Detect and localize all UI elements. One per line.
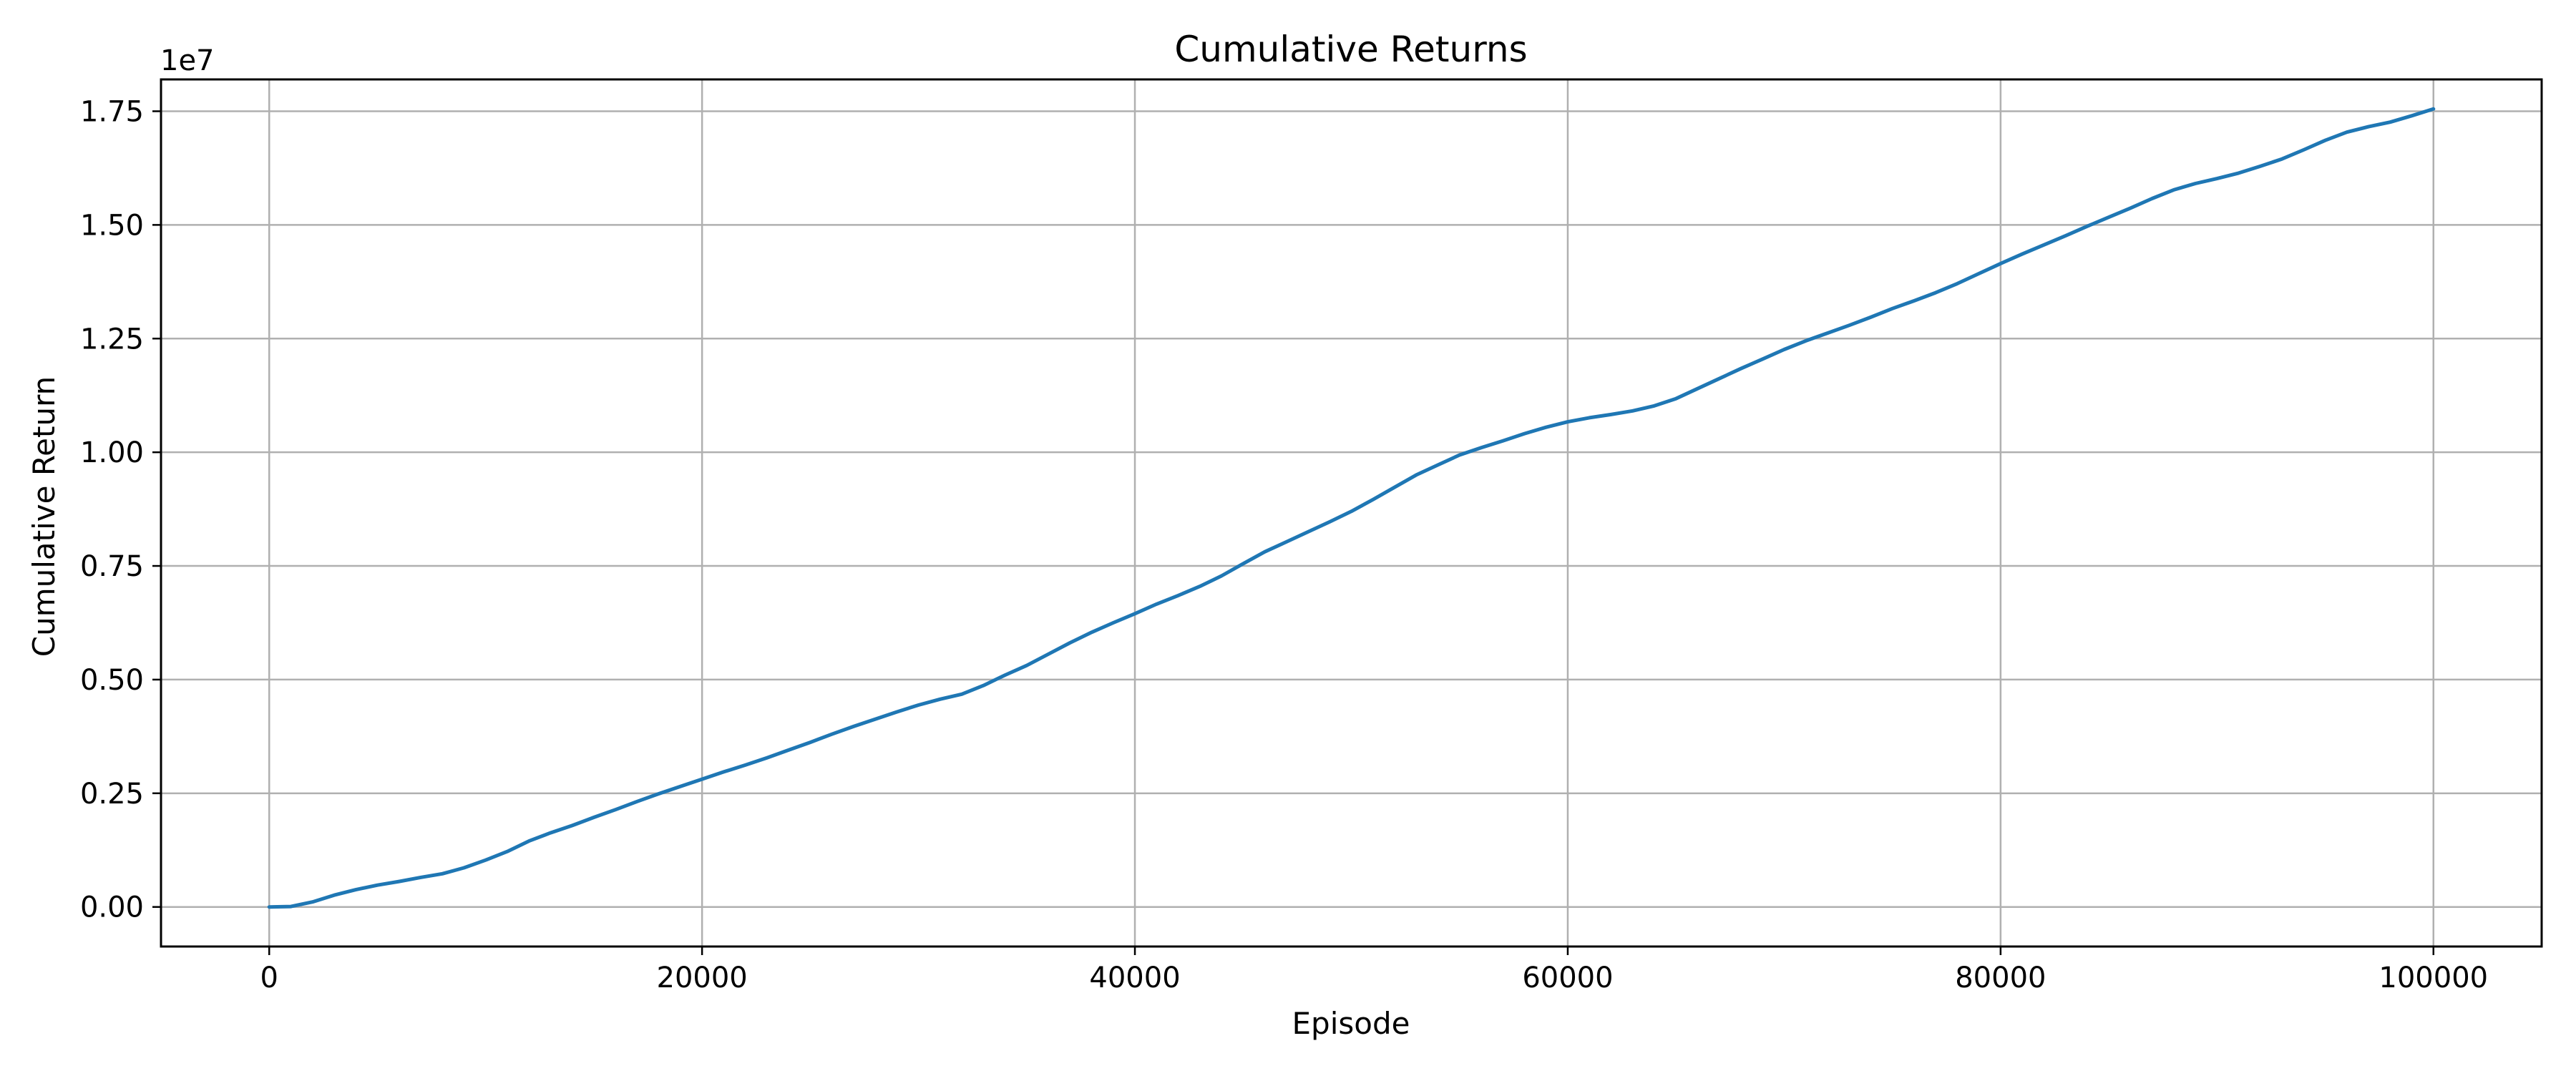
series-layer (267, 107, 2436, 909)
y-tick-label: 0.75 (80, 550, 144, 583)
x-axis-label: Episode (1292, 1006, 1410, 1041)
y-tick-label: 1.25 (80, 323, 144, 356)
plot-frame (160, 78, 2543, 948)
grid-lines (161, 79, 2542, 947)
x-tick-label: 40000 (1089, 962, 1180, 994)
x-tick-label: 80000 (1955, 962, 2046, 994)
series-line (267, 107, 2436, 909)
y-tick-label: 0.50 (80, 664, 144, 697)
x-tick-label: 20000 (657, 962, 748, 994)
y-tick-label: 1.50 (80, 209, 144, 242)
y-tick-label: 0.25 (80, 778, 144, 811)
y-axis-label: Cumulative Return (26, 376, 62, 657)
y-tick-label: 0.00 (80, 891, 144, 924)
x-tick-label: 0 (260, 962, 278, 994)
y-tick-label: 1.00 (80, 436, 144, 469)
ticks-layer: 0 20000 40000 60000 80000 100000 0.00 0.25 0.50 0… (80, 95, 2488, 994)
x-tick-label: 60000 (1522, 962, 1613, 994)
chart-title: Cumulative Returns (1174, 29, 1527, 70)
y-axis-offset-label: 1e7 (160, 44, 215, 77)
x-tick-label: 100000 (2379, 962, 2488, 994)
y-tick-label: 1.75 (80, 95, 144, 128)
